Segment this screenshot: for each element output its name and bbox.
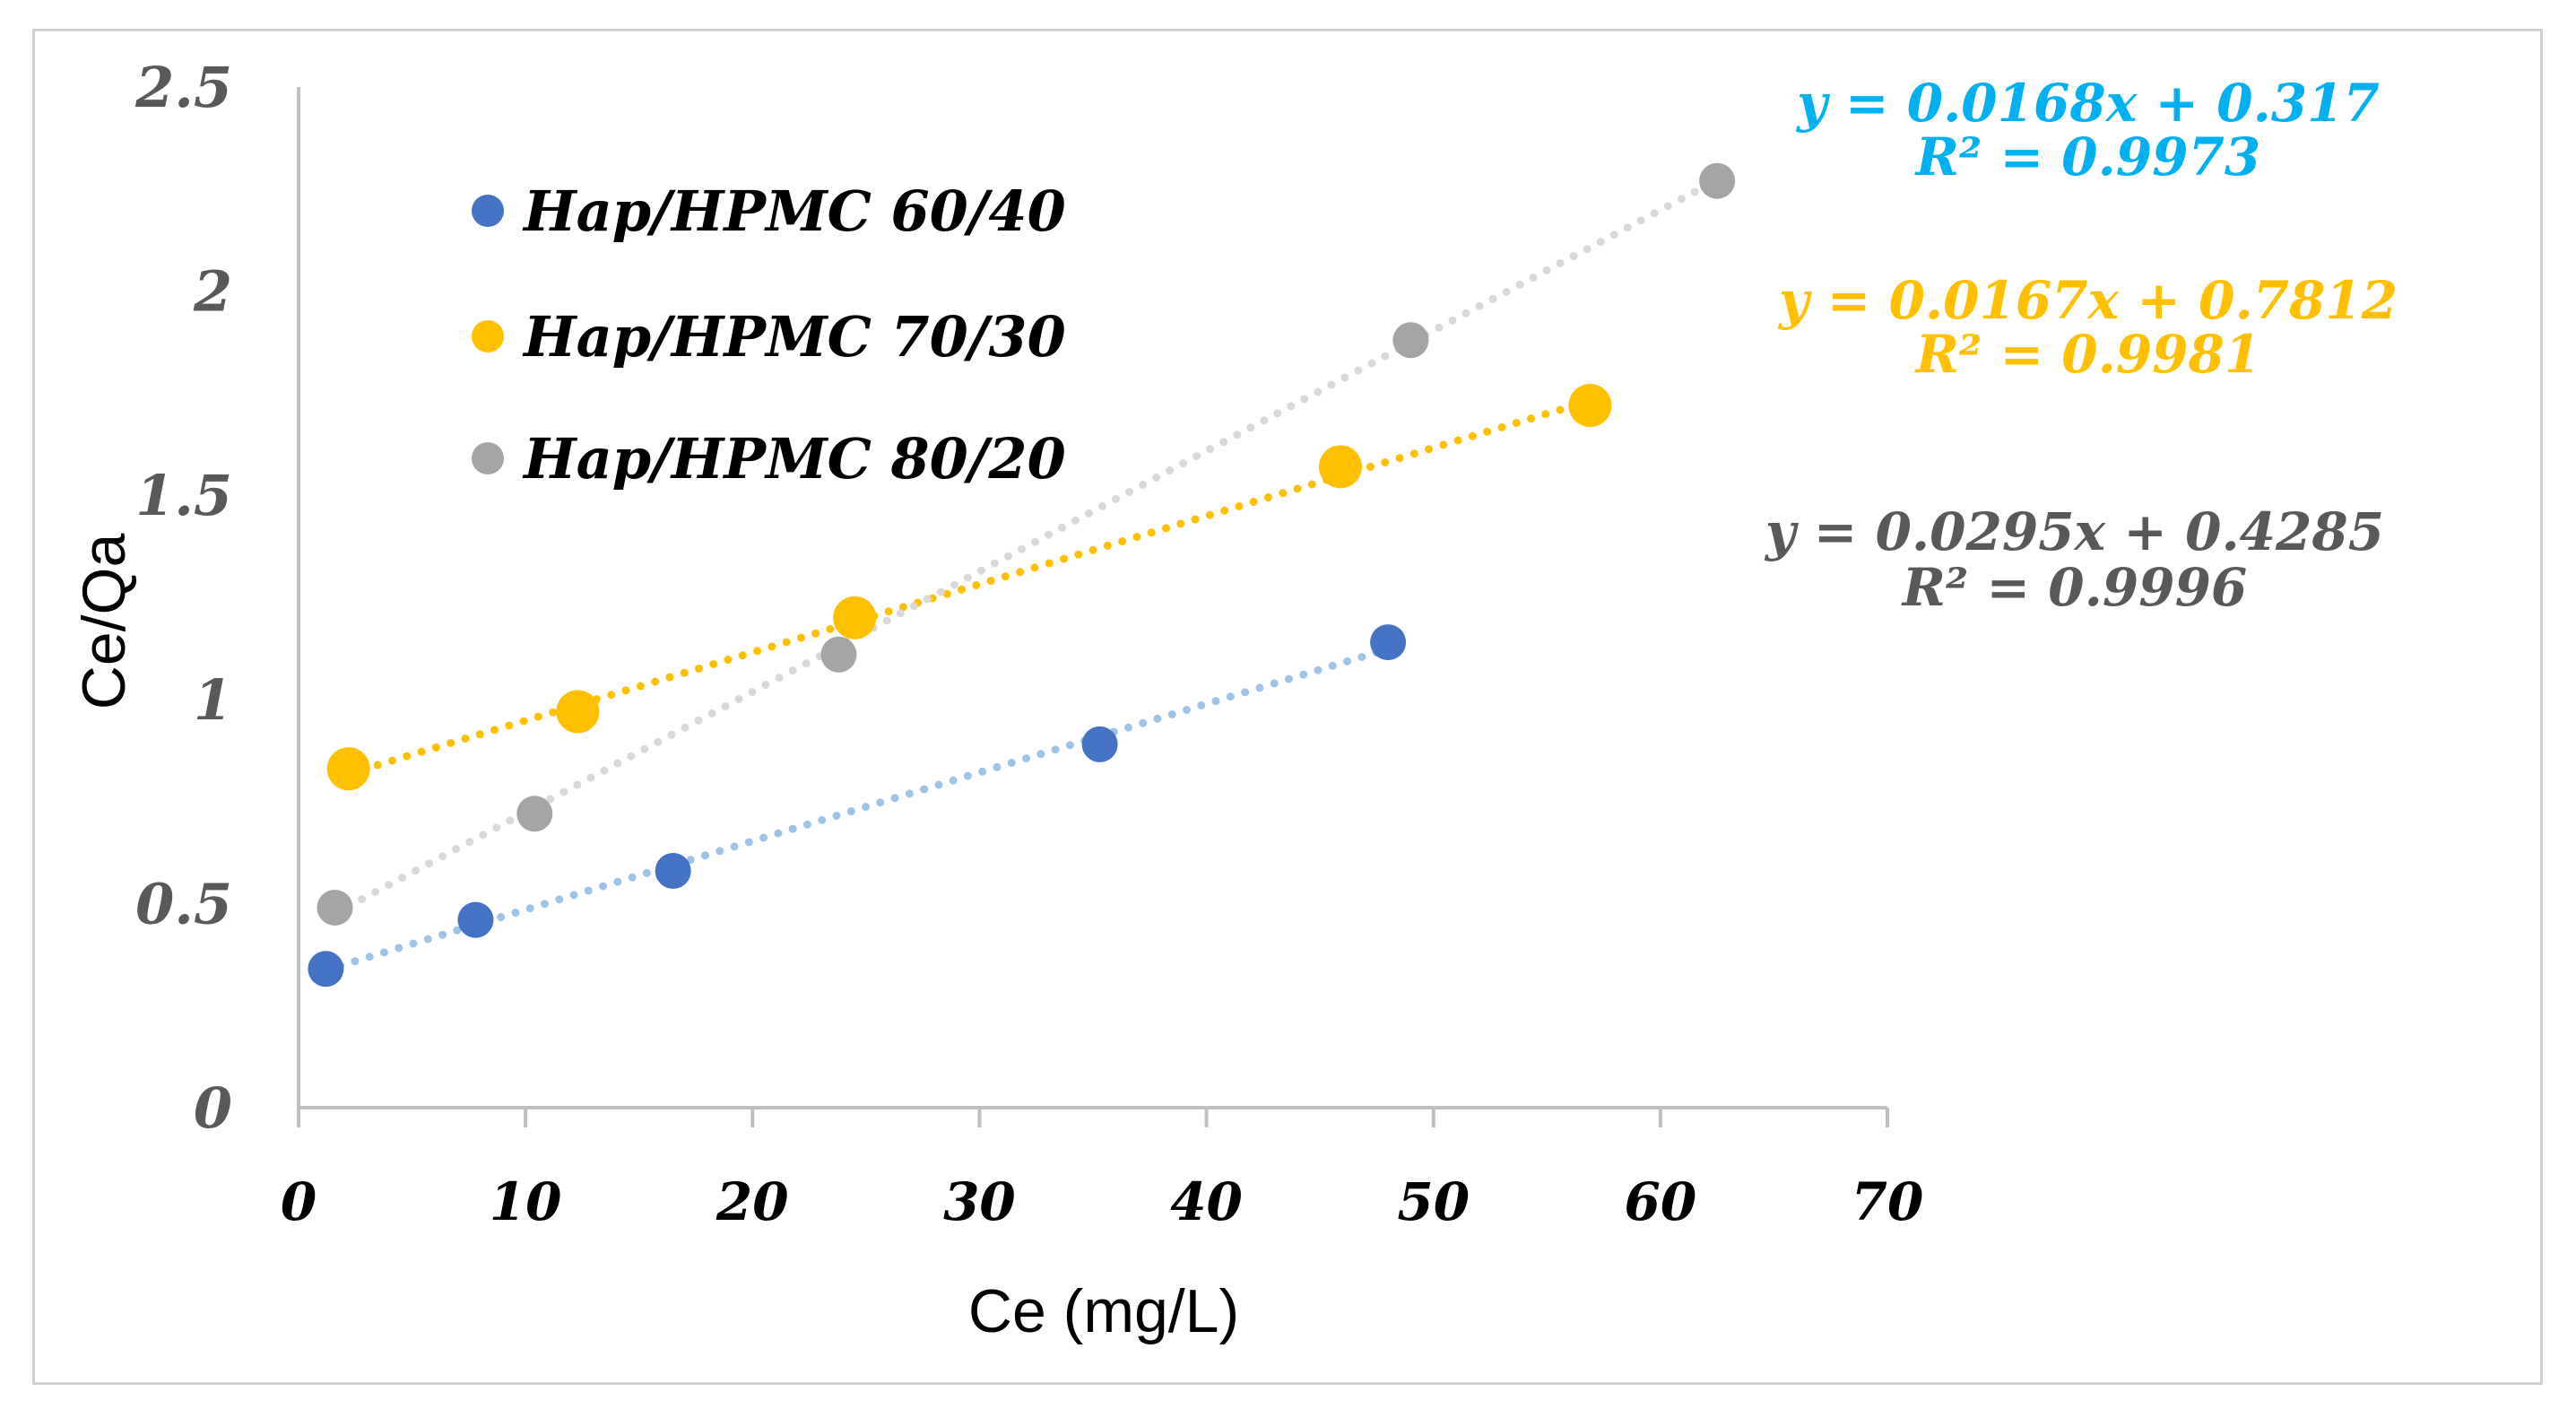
chart-frame: 0 10 20 30 40 50 60 70 0 0.5 1 1.5 2 2.5 Ce (mg/L) Ce… bbox=[32, 29, 2543, 1385]
data-point-series-3 bbox=[1392, 322, 1429, 359]
trendlines bbox=[321, 176, 1722, 975]
legend-label-series-1: Hap/HPMC 60/40 bbox=[522, 178, 1066, 244]
data-point-series-1 bbox=[655, 852, 691, 889]
data-point-series-2 bbox=[326, 747, 370, 791]
trendline-r2-series-1: R² = 0.9973 bbox=[1914, 126, 2261, 187]
trendline-series-1 bbox=[321, 645, 1392, 975]
x-tick-label: 70 bbox=[1852, 1171, 1924, 1232]
legend-marker-series-1 bbox=[472, 195, 504, 227]
legend: Hap/HPMC 60/40 Hap/HPMC 70/30 Hap/HPMC 80/… bbox=[472, 178, 1066, 492]
data-point-series-2 bbox=[1568, 384, 1612, 428]
data-point-series-3 bbox=[820, 636, 857, 673]
data-point-series-3 bbox=[1699, 162, 1736, 199]
y-tick-label: 1 bbox=[194, 667, 232, 733]
y-axis-title: Ce/Qa bbox=[70, 534, 138, 710]
y-tick-label: 1.5 bbox=[135, 463, 232, 528]
x-tick-label: 50 bbox=[1397, 1171, 1470, 1232]
y-tick-label: 0 bbox=[194, 1075, 232, 1141]
x-tick-label: 30 bbox=[943, 1171, 1016, 1232]
x-tick-label: 40 bbox=[1170, 1171, 1243, 1232]
trendline-equation-series-2: y = 0.0167x + 0.7812 bbox=[1777, 270, 2398, 331]
trendline-equation-series-3: y = 0.0295x + 0.4285 bbox=[1764, 501, 2384, 562]
legend-label-series-2: Hap/HPMC 70/30 bbox=[522, 304, 1066, 370]
data-point-series-1 bbox=[308, 951, 344, 987]
data-point-series-1 bbox=[1370, 624, 1407, 661]
y-tick-label: 2 bbox=[193, 259, 232, 325]
y-tick-label: 0.5 bbox=[135, 871, 232, 936]
trendline-r2-series-2: R² = 0.9981 bbox=[1914, 324, 2261, 385]
x-tick-label: 10 bbox=[490, 1171, 562, 1232]
legend-label-series-3: Hap/HPMC 80/20 bbox=[522, 426, 1066, 492]
x-tick-label: 60 bbox=[1624, 1171, 1696, 1232]
trendline-r2-series-3: R² = 0.9996 bbox=[1901, 557, 2248, 618]
data-point-series-1 bbox=[457, 901, 494, 938]
data-point-series-2 bbox=[833, 596, 877, 639]
trendline-series-3 bbox=[331, 176, 1722, 918]
x-tick-label: 0 bbox=[281, 1171, 317, 1232]
x-tick-label: 20 bbox=[716, 1171, 789, 1232]
data-points bbox=[308, 162, 1736, 987]
data-point-series-1 bbox=[1081, 726, 1118, 762]
data-point-series-2 bbox=[556, 690, 600, 734]
axes bbox=[297, 87, 1889, 1127]
data-point-series-3 bbox=[317, 889, 353, 926]
trendline-series-2 bbox=[344, 396, 1594, 779]
trendline-equation-series-1: y = 0.0168x + 0.317 bbox=[1795, 73, 2380, 134]
y-tick-label: 2.5 bbox=[134, 55, 232, 120]
data-point-series-2 bbox=[1318, 445, 1362, 489]
legend-marker-series-3 bbox=[472, 442, 504, 474]
x-axis-title: Ce (mg/L) bbox=[968, 1277, 1239, 1345]
scatter-chart: 0 10 20 30 40 50 60 70 0 0.5 1 1.5 2 2.5 Ce (mg/L) Ce… bbox=[70, 55, 2398, 1345]
data-point-series-3 bbox=[516, 796, 553, 832]
tick-labels: 0 10 20 30 40 50 60 70 0 0.5 1 1.5 2 2.5 bbox=[134, 55, 1923, 1232]
legend-marker-series-2 bbox=[472, 320, 504, 352]
